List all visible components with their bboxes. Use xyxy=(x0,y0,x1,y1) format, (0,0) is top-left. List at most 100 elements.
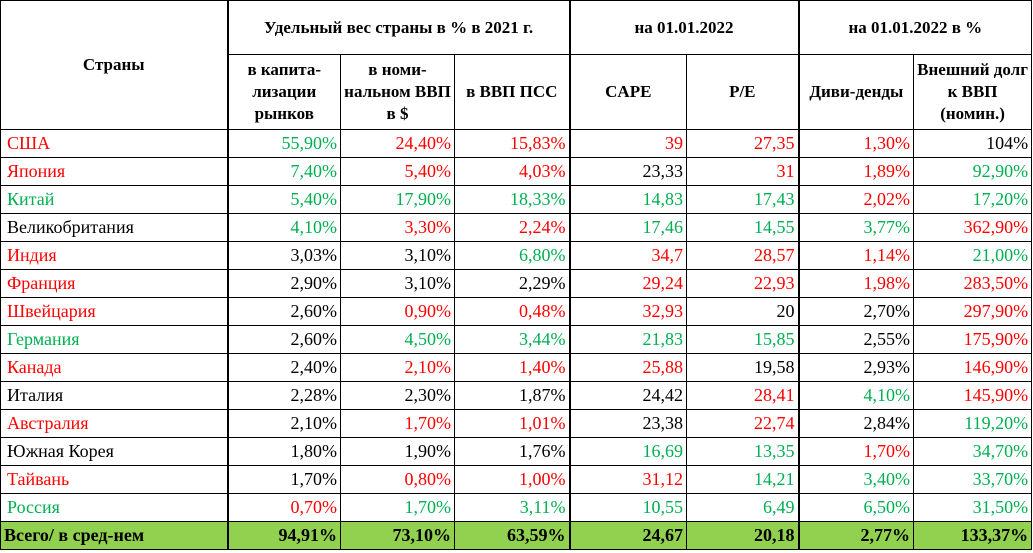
header-date-percent: на 01.01.2022 в % xyxy=(797,0,1033,55)
country-name: Франция xyxy=(0,269,228,298)
pe-cell: 31 xyxy=(686,157,800,186)
dividends-cell: 2,02% xyxy=(797,185,915,214)
dividends-cell: 3,40% xyxy=(797,465,915,494)
gdp-ppp-cell: 1,40% xyxy=(453,353,571,382)
cape-cell: 34,7 xyxy=(568,241,688,270)
pe-cell: 14,21 xyxy=(686,465,800,494)
pe-cell: 19,58 xyxy=(686,353,800,382)
header-market-cap: в капита-лизации рынков xyxy=(226,54,341,130)
total-cape-cell: 24,67 xyxy=(568,521,688,550)
nominal-gdp-cell: 3,30% xyxy=(340,213,455,242)
market-cap-cell: 2,28% xyxy=(226,381,341,410)
gdp-ppp-cell: 3,44% xyxy=(453,325,571,354)
dividends-cell: 6,50% xyxy=(797,493,915,522)
gdp-ppp-cell: 15,83% xyxy=(453,129,571,158)
market-cap-cell: 2,60% xyxy=(226,325,341,354)
total-nominal-gdp-cell: 73,10% xyxy=(340,521,455,550)
pe-cell: 17,43 xyxy=(686,185,800,214)
cape-cell: 24,42 xyxy=(568,381,688,410)
header-cape: CAPE xyxy=(568,54,688,130)
cape-cell: 23,38 xyxy=(568,409,688,438)
gdp-ppp-cell: 18,33% xyxy=(453,185,571,214)
nominal-gdp-cell: 1,90% xyxy=(340,437,455,466)
gdp-ppp-cell: 1,00% xyxy=(453,465,571,494)
total-label: Всего/ в сред-нем xyxy=(0,521,228,550)
market-cap-cell: 2,60% xyxy=(226,297,341,326)
pe-cell: 20 xyxy=(686,297,800,326)
pe-cell: 22,74 xyxy=(686,409,800,438)
gdp-ppp-cell: 2,24% xyxy=(453,213,571,242)
debt-gdp-cell: 92,90% xyxy=(913,157,1033,186)
dividends-cell: 1,70% xyxy=(797,437,915,466)
market-cap-cell: 4,10% xyxy=(226,213,341,242)
table-row: Италия 2,28% 2,30% 1,87% 24,42 28,41 4,10% 145,… xyxy=(0,381,1033,410)
country-name: Германия xyxy=(0,325,228,354)
country-name: Индия xyxy=(0,241,228,270)
cape-cell: 25,88 xyxy=(568,353,688,382)
nominal-gdp-cell: 5,40% xyxy=(340,157,455,186)
cape-cell: 39 xyxy=(568,129,688,158)
country-name: Южная Корея xyxy=(0,437,228,466)
pe-cell: 27,35 xyxy=(686,129,800,158)
total-pe-cell: 20,18 xyxy=(686,521,800,550)
market-cap-cell: 55,90% xyxy=(226,129,341,158)
pe-cell: 28,41 xyxy=(686,381,800,410)
debt-gdp-cell: 21,00% xyxy=(913,241,1033,270)
gdp-ppp-cell: 2,29% xyxy=(453,269,571,298)
country-name: Россия xyxy=(0,493,228,522)
market-cap-cell: 1,80% xyxy=(226,437,341,466)
cape-cell: 14,83 xyxy=(568,185,688,214)
market-cap-cell: 2,10% xyxy=(226,409,341,438)
country-name: Япония xyxy=(0,157,228,186)
country-name: Швейцария xyxy=(0,297,228,326)
nominal-gdp-cell: 3,10% xyxy=(340,269,455,298)
dividends-cell: 1,89% xyxy=(797,157,915,186)
table-row: Австралия 2,10% 1,70% 1,01% 23,38 22,74 2,84% 1… xyxy=(0,409,1033,438)
total-market-cap-cell: 94,91% xyxy=(226,521,341,550)
country-name: США xyxy=(0,129,228,158)
nominal-gdp-cell: 1,70% xyxy=(340,409,455,438)
market-cap-cell: 2,90% xyxy=(226,269,341,298)
dividends-cell: 4,10% xyxy=(797,381,915,410)
table-row: Россия 0,70% 1,70% 3,11% 10,55 6,49 6,50% 31,50… xyxy=(0,493,1033,522)
country-name: Тайвань xyxy=(0,465,228,494)
table-row: Франция 2,90% 3,10% 2,29% 29,24 22,93 1,98% 283… xyxy=(0,269,1033,298)
debt-gdp-cell: 146,90% xyxy=(913,353,1033,382)
cape-cell: 29,24 xyxy=(568,269,688,298)
nominal-gdp-cell: 0,90% xyxy=(340,297,455,326)
nominal-gdp-cell: 2,10% xyxy=(340,353,455,382)
header-dividends: Диви-денды xyxy=(797,54,915,130)
table-row: Индия 3,03% 3,10% 6,80% 34,7 28,57 1,14% 21,00% xyxy=(0,241,1033,270)
gdp-ppp-cell: 4,03% xyxy=(453,157,571,186)
gdp-ppp-cell: 3,11% xyxy=(453,493,571,522)
dividends-cell: 2,84% xyxy=(797,409,915,438)
nominal-gdp-cell: 2,30% xyxy=(340,381,455,410)
header-countries: Страны xyxy=(0,0,228,130)
cape-cell: 16,69 xyxy=(568,437,688,466)
debt-gdp-cell: 362,90% xyxy=(913,213,1033,242)
dividends-cell: 1,30% xyxy=(797,129,915,158)
table-row: Германия 2,60% 4,50% 3,44% 21,83 15,85 2,55% 17… xyxy=(0,325,1033,354)
total-gdp-ppp-cell: 63,59% xyxy=(453,521,571,550)
table-row: Великобритания 4,10% 3,30% 2,24% 17,46 14,55 3… xyxy=(0,213,1033,242)
dividends-cell: 2,93% xyxy=(797,353,915,382)
pe-cell: 6,49 xyxy=(686,493,800,522)
dividends-cell: 2,70% xyxy=(797,297,915,326)
pe-cell: 13,35 xyxy=(686,437,800,466)
cape-cell: 32,93 xyxy=(568,297,688,326)
total-row: Всего/ в сред-нем 94,91% 73,10% 63,59% 24,67… xyxy=(0,521,1033,550)
debt-gdp-cell: 34,70% xyxy=(913,437,1033,466)
table-row: Швейцария 2,60% 0,90% 0,48% 32,93 20 2,70% 297,… xyxy=(0,297,1033,326)
table-row: Канада 2,40% 2,10% 1,40% 25,88 19,58 2,93% 146,… xyxy=(0,353,1033,382)
debt-gdp-cell: 297,90% xyxy=(913,297,1033,326)
header-pe: P/E xyxy=(686,54,800,130)
debt-gdp-cell: 119,20% xyxy=(913,409,1033,438)
nominal-gdp-cell: 3,10% xyxy=(340,241,455,270)
country-name: Австралия xyxy=(0,409,228,438)
country-name: Канада xyxy=(0,353,228,382)
header-date: на 01.01.2022 xyxy=(568,0,800,55)
table-row: США 55,90% 24,40% 15,83% 39 27,35 1,30% 104% xyxy=(0,129,1033,158)
dividends-cell: 1,98% xyxy=(797,269,915,298)
debt-gdp-cell: 31,50% xyxy=(913,493,1033,522)
